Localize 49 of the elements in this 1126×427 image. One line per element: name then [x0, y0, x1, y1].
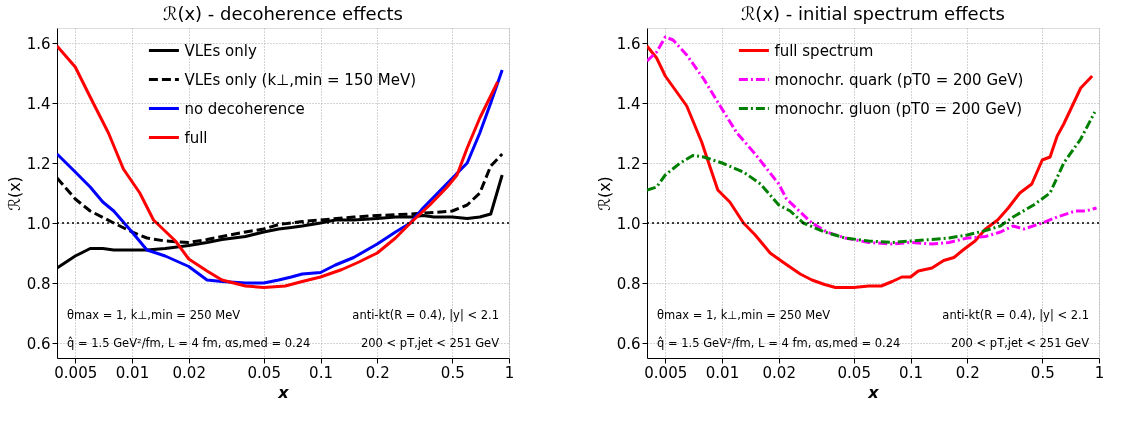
annotation: q̂ = 1.5 GeV²/fm, L = 4 fm, αs,med = 0.24	[657, 336, 901, 350]
legend-label: VLEs only (k⊥,min = 150 MeV)	[184, 70, 417, 89]
y-axis-title: ℛ(x)	[4, 176, 24, 211]
x-tick-label: 0.005	[54, 363, 98, 382]
y-tick-label: 0.6	[616, 334, 641, 353]
legend-label: full	[184, 128, 208, 147]
x-axis-title: x	[867, 382, 880, 402]
y-tick-label: 1.6	[26, 34, 51, 53]
x-tick-label: 0.005	[644, 363, 688, 382]
legend-label: full spectrum	[774, 41, 874, 60]
x-tick-label: 0.2	[365, 363, 390, 382]
y-tick-label: 0.8	[26, 274, 51, 293]
annotation: θmax = 1, k⊥,min = 250 MeV	[67, 308, 241, 322]
chart-title: ℛ(x) - initial spectrum effects	[741, 3, 1005, 24]
legend-label: no decoherence	[184, 99, 305, 118]
annotation: θmax = 1, k⊥,min = 250 MeV	[657, 308, 831, 322]
y-tick-label: 1.2	[616, 154, 641, 173]
y-tick-label: 0.6	[26, 334, 51, 353]
x-tick-label: 0.2	[955, 363, 980, 382]
x-tick-label: 0.02	[172, 363, 206, 382]
annotation: 200 < pT,jet < 251 GeV	[950, 336, 1090, 350]
annotation: anti-kt(R = 0.4), |y| < 2.1	[942, 308, 1089, 322]
x-tick-label: 0.05	[837, 363, 871, 382]
y-tick-label: 1.4	[616, 94, 641, 113]
annotation: anti-kt(R = 0.4), |y| < 2.1	[352, 308, 499, 322]
x-tick-label: 0.01	[115, 363, 150, 382]
x-tick-label: 1	[1094, 363, 1105, 382]
x-tick-label: 0.02	[762, 363, 796, 382]
legend-label: VLEs only	[184, 41, 257, 60]
x-tick-label: 0.1	[899, 363, 923, 382]
annotation: 200 < pT,jet < 251 GeV	[360, 336, 500, 350]
chart-title: ℛ(x) - decoherence effects	[163, 3, 403, 24]
x-tick-label: 0.01	[705, 363, 740, 382]
x-tick-label: 1	[504, 363, 515, 382]
legend-label: monochr. quark (pT0 = 200 GeV)	[774, 70, 1024, 89]
legend-label: monochr. gluon (pT0 = 200 GeV)	[774, 99, 1023, 118]
x-axis-title: x	[277, 382, 290, 402]
y-axis-title: ℛ(x)	[594, 176, 614, 211]
x-tick-label: 0.5	[1030, 363, 1055, 382]
y-tick-label: 1.2	[26, 154, 51, 173]
y-tick-label: 1.0	[616, 214, 641, 233]
annotation: q̂ = 1.5 GeV²/fm, L = 4 fm, αs,med = 0.24	[67, 336, 311, 350]
x-tick-label: 0.05	[247, 363, 281, 382]
y-tick-label: 1.4	[26, 94, 51, 113]
x-tick-label: 0.5	[440, 363, 465, 382]
y-tick-label: 0.8	[616, 274, 641, 293]
y-tick-label: 1.6	[616, 34, 641, 53]
x-tick-label: 0.1	[309, 363, 333, 382]
y-tick-label: 1.0	[26, 214, 51, 233]
